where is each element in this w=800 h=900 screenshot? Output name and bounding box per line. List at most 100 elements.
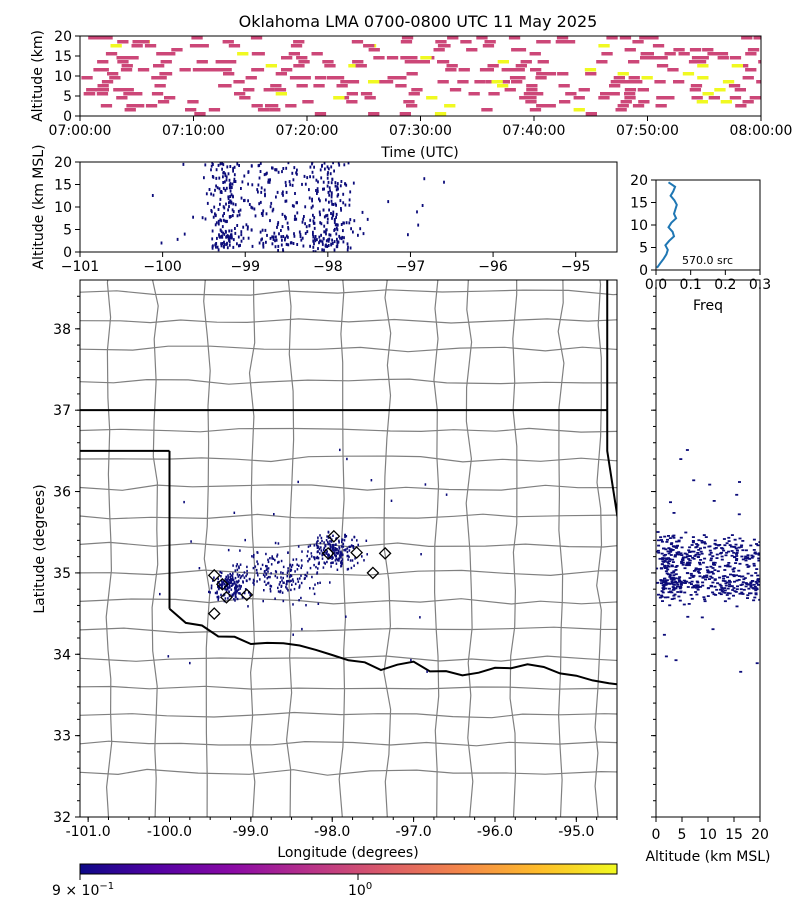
lon-height-source bbox=[240, 239, 243, 243]
station-marker bbox=[366, 566, 380, 580]
plan-view-source bbox=[231, 582, 234, 586]
plan-view-source bbox=[269, 575, 271, 579]
plan-view-source bbox=[228, 590, 230, 593]
plan-view-source bbox=[274, 558, 276, 562]
lon-axis-tick-label: −101 bbox=[61, 259, 99, 275]
height-lat-source bbox=[708, 483, 712, 486]
lon-height-source bbox=[340, 223, 343, 226]
plan-view-source bbox=[315, 565, 317, 569]
lon-height-source bbox=[263, 173, 266, 177]
height-lat-source bbox=[746, 554, 750, 557]
lon-height-source bbox=[259, 200, 262, 204]
lon-height-source bbox=[271, 209, 274, 213]
height-lat-source bbox=[662, 633, 666, 636]
lon-height-source bbox=[234, 227, 236, 230]
time-height-bin bbox=[351, 40, 364, 44]
time-height-bin bbox=[100, 104, 113, 108]
plan-view-source bbox=[343, 539, 346, 542]
lon-height-source bbox=[237, 209, 240, 213]
lon-height-source bbox=[321, 240, 324, 244]
station-marker bbox=[350, 546, 364, 559]
plan-view-source bbox=[270, 572, 272, 575]
height-lat-source bbox=[658, 596, 662, 599]
lon-height-source bbox=[264, 228, 267, 232]
height-lat-source bbox=[710, 576, 714, 579]
height-lat-source bbox=[687, 563, 691, 565]
height-lat-source bbox=[752, 599, 756, 602]
lon-height-source bbox=[238, 213, 241, 217]
height-lat-source bbox=[723, 600, 727, 603]
plan-view-source bbox=[342, 545, 345, 548]
time-height-bin bbox=[299, 76, 311, 80]
height-lat-source bbox=[728, 585, 732, 588]
lon-height-source bbox=[295, 217, 298, 221]
plan-view-source bbox=[361, 555, 363, 558]
time-height-bin bbox=[735, 104, 747, 108]
height-lat-source bbox=[688, 577, 692, 579]
time-height-bin bbox=[93, 68, 105, 72]
colorbar-label-min-exp: −1 bbox=[99, 881, 114, 892]
lon-height-source bbox=[319, 168, 322, 172]
time-height-bin bbox=[729, 96, 742, 100]
height-lat-source bbox=[688, 581, 692, 584]
time-height-bin bbox=[501, 68, 513, 72]
time-height-bin bbox=[296, 56, 308, 60]
height-lat-source bbox=[724, 554, 728, 557]
lon-height-source bbox=[328, 193, 331, 197]
hist-alt-axis-tick-label: 15 bbox=[630, 196, 648, 212]
lon-height-source bbox=[251, 206, 254, 210]
colorbar: 9 × 10−1 100 bbox=[52, 863, 618, 899]
lon-height-source bbox=[269, 219, 271, 223]
lon-height-source bbox=[260, 238, 263, 242]
time-height-bin bbox=[673, 48, 685, 52]
lon-height-source bbox=[321, 163, 323, 167]
height-lat-source bbox=[664, 570, 668, 573]
lon-height-source bbox=[304, 222, 306, 226]
lon-height-source bbox=[227, 234, 230, 238]
plan-view-source bbox=[246, 569, 248, 573]
lon-height-source bbox=[260, 190, 263, 194]
time-axis-tick-label: 08:00:00 bbox=[730, 123, 793, 139]
time-height-bin bbox=[302, 100, 314, 104]
time-height-bin bbox=[702, 48, 714, 52]
height-lat-source bbox=[750, 574, 754, 577]
plan-view-source bbox=[238, 579, 240, 582]
lon-height-source bbox=[233, 165, 236, 169]
station-marker bbox=[378, 546, 392, 560]
colorbar-label-mid-exp: 0 bbox=[366, 881, 372, 892]
lon-height-source bbox=[296, 243, 299, 246]
height-lat-source bbox=[735, 605, 739, 608]
plan-view-source bbox=[230, 574, 233, 577]
hist-alt-axis-tick-label: 0 bbox=[639, 263, 648, 279]
plan-view-source bbox=[306, 571, 309, 574]
plan-view-source bbox=[220, 575, 222, 578]
lon-height-source bbox=[352, 230, 354, 234]
time-height-bin bbox=[632, 104, 645, 108]
plan-view-source bbox=[346, 554, 349, 558]
plan-view-source bbox=[246, 579, 248, 583]
time-height-bin bbox=[439, 44, 451, 48]
time-height-bin bbox=[449, 88, 462, 92]
height-lat-source bbox=[665, 579, 669, 582]
time-height-bin bbox=[558, 84, 570, 88]
lon-height-source bbox=[330, 242, 333, 246]
lon-axis-tick-label: −95 bbox=[561, 259, 591, 275]
lon-height-source bbox=[289, 183, 292, 187]
time-height-bin bbox=[563, 40, 576, 44]
height-lat-source bbox=[748, 558, 752, 560]
lon-height-source bbox=[319, 199, 321, 203]
lon-height-source bbox=[312, 219, 315, 223]
height-lat-source bbox=[721, 591, 725, 593]
lon-height-source bbox=[337, 193, 340, 197]
lon-axis-tick-label: −99 bbox=[230, 259, 260, 275]
lon-height-source bbox=[332, 162, 334, 165]
lon-height-source bbox=[214, 214, 217, 218]
plan-view-source bbox=[348, 545, 350, 549]
lon-height-source bbox=[217, 208, 220, 211]
time-height-bin bbox=[573, 96, 585, 100]
plan-view-source bbox=[325, 552, 328, 555]
lon-height-ylabel: Altitude (km MSL) bbox=[31, 144, 47, 269]
time-height-bin bbox=[678, 52, 690, 56]
height-lat-source bbox=[709, 575, 713, 578]
